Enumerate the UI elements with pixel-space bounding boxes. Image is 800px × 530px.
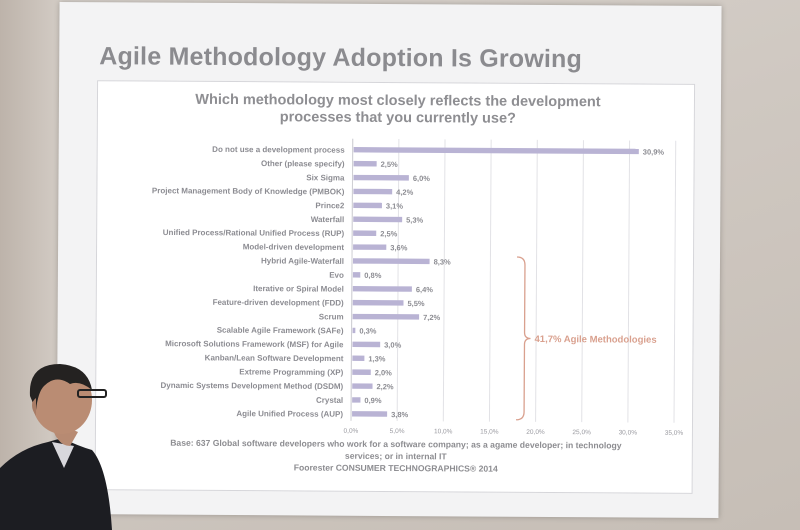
bar: [352, 355, 365, 362]
value-label: 0,3%: [359, 326, 376, 335]
category-label: Dynamic Systems Development Method (DSDM…: [160, 381, 343, 391]
gridline: [396, 139, 400, 422]
bar: [353, 188, 393, 195]
category-label: Crystal: [316, 396, 343, 405]
category-label: Unified Process/Rational Unified Process…: [163, 228, 345, 238]
value-label: 3,8%: [391, 410, 408, 419]
category-label: Waterfall: [311, 215, 345, 224]
category-label: Microsoft Solutions Framework (MSF) for …: [165, 339, 344, 349]
bar: [352, 397, 361, 403]
x-tick-label: 25,0%: [572, 429, 591, 436]
value-label: 5,5%: [407, 299, 424, 308]
value-label: 4,2%: [396, 188, 413, 197]
glasses-icon: [77, 389, 107, 398]
x-tick-label: 5,0%: [390, 428, 405, 435]
agile-bracket: [516, 256, 531, 421]
category-label: Project Management Body of Knowledge (PM…: [152, 186, 345, 196]
x-tick-label: 35,0%: [665, 430, 684, 437]
value-label: 0,9%: [364, 396, 381, 405]
agile-annotation: 41,7% Agile Methodologies: [534, 334, 656, 346]
value-label: 2,0%: [375, 368, 392, 377]
bar: [352, 272, 361, 278]
category-label: Kanban/Lean Software Development: [205, 353, 344, 363]
x-tick-label: 20,0%: [526, 429, 545, 436]
value-label: 8,3%: [434, 257, 451, 266]
gridline: [535, 139, 538, 422]
bar: [352, 258, 430, 265]
chart-footnote: Base: 637 Global software developers who…: [156, 437, 636, 476]
x-tick-label: 30,0%: [619, 429, 638, 436]
category-label: Scalable Agile Framework (SAFe): [217, 326, 344, 336]
x-tick-label: 0,0%: [344, 428, 359, 435]
bar: [352, 341, 381, 348]
x-tick-label: 10,0%: [434, 428, 453, 435]
value-label: 7,2%: [423, 313, 440, 322]
value-label: 3,1%: [386, 202, 403, 211]
category-label: Agile Unified Process (AUP): [236, 409, 343, 419]
x-tick-label: 15,0%: [480, 429, 499, 436]
gridline: [581, 140, 584, 423]
value-label: 2,2%: [377, 382, 394, 391]
category-label: Hybrid Agile-Waterfall: [261, 256, 344, 266]
category-label: Extreme Programming (XP): [239, 367, 343, 377]
bar-chart: 0,0% 5,0% 10,0% 15,0% 20,0% 25,0% 30,0% 35,0% Do…: [152, 138, 684, 437]
bar: [353, 160, 377, 167]
footnote-base-text: Base: 637 Global software developers who…: [170, 437, 622, 462]
category-label: Six Sigma: [306, 173, 345, 182]
gridline: [488, 139, 492, 422]
gridline: [442, 139, 446, 422]
bar: [352, 327, 356, 334]
bar: [352, 299, 404, 306]
bar: [352, 286, 412, 292]
bar: [353, 147, 639, 155]
category-label: Model-driven development: [243, 242, 345, 252]
bar: [352, 369, 371, 375]
bar: [353, 230, 377, 236]
projection-screen: Agile Methodology Adoption Is Growing Wh…: [56, 1, 722, 519]
category-label: Do not use a development process: [212, 145, 345, 155]
presenter-ear: [32, 398, 36, 416]
value-label: 2,5%: [381, 160, 398, 169]
presenter-silhouette: [0, 364, 112, 530]
value-label: 3,6%: [390, 243, 407, 252]
category-label: Prince2: [315, 201, 345, 210]
value-label: 0,8%: [364, 271, 381, 280]
gridline: [627, 140, 631, 423]
category-label: Evo: [329, 271, 344, 280]
category-label: Scrum: [319, 312, 344, 321]
bar: [352, 383, 373, 389]
y-axis-line: [350, 138, 354, 421]
value-label: 6,0%: [413, 174, 430, 183]
gridline: [673, 140, 677, 423]
bar: [353, 174, 409, 181]
bar: [352, 313, 420, 320]
value-label: 6,4%: [416, 285, 433, 294]
presenter-shirt: [52, 442, 74, 468]
bar: [353, 216, 403, 223]
bar: [353, 244, 387, 250]
value-label: 30,9%: [643, 147, 665, 156]
bar: [352, 411, 388, 417]
bar: [353, 202, 382, 209]
value-label: 3,0%: [384, 341, 401, 350]
chart-panel: Which methodology most closely reflects …: [94, 80, 696, 494]
category-label: Feature-driven development (FDD): [213, 298, 345, 308]
presenter-body: [0, 438, 112, 530]
value-label: 1,3%: [368, 354, 385, 363]
value-label: 2,5%: [380, 229, 397, 238]
category-label: Other (please specify): [261, 159, 345, 169]
category-label: Iterative or Spiral Model: [253, 284, 344, 294]
slide-title: Agile Methodology Adoption Is Growing: [99, 42, 583, 74]
value-label: 5,3%: [406, 216, 423, 225]
presenter-hair: [29, 364, 92, 410]
